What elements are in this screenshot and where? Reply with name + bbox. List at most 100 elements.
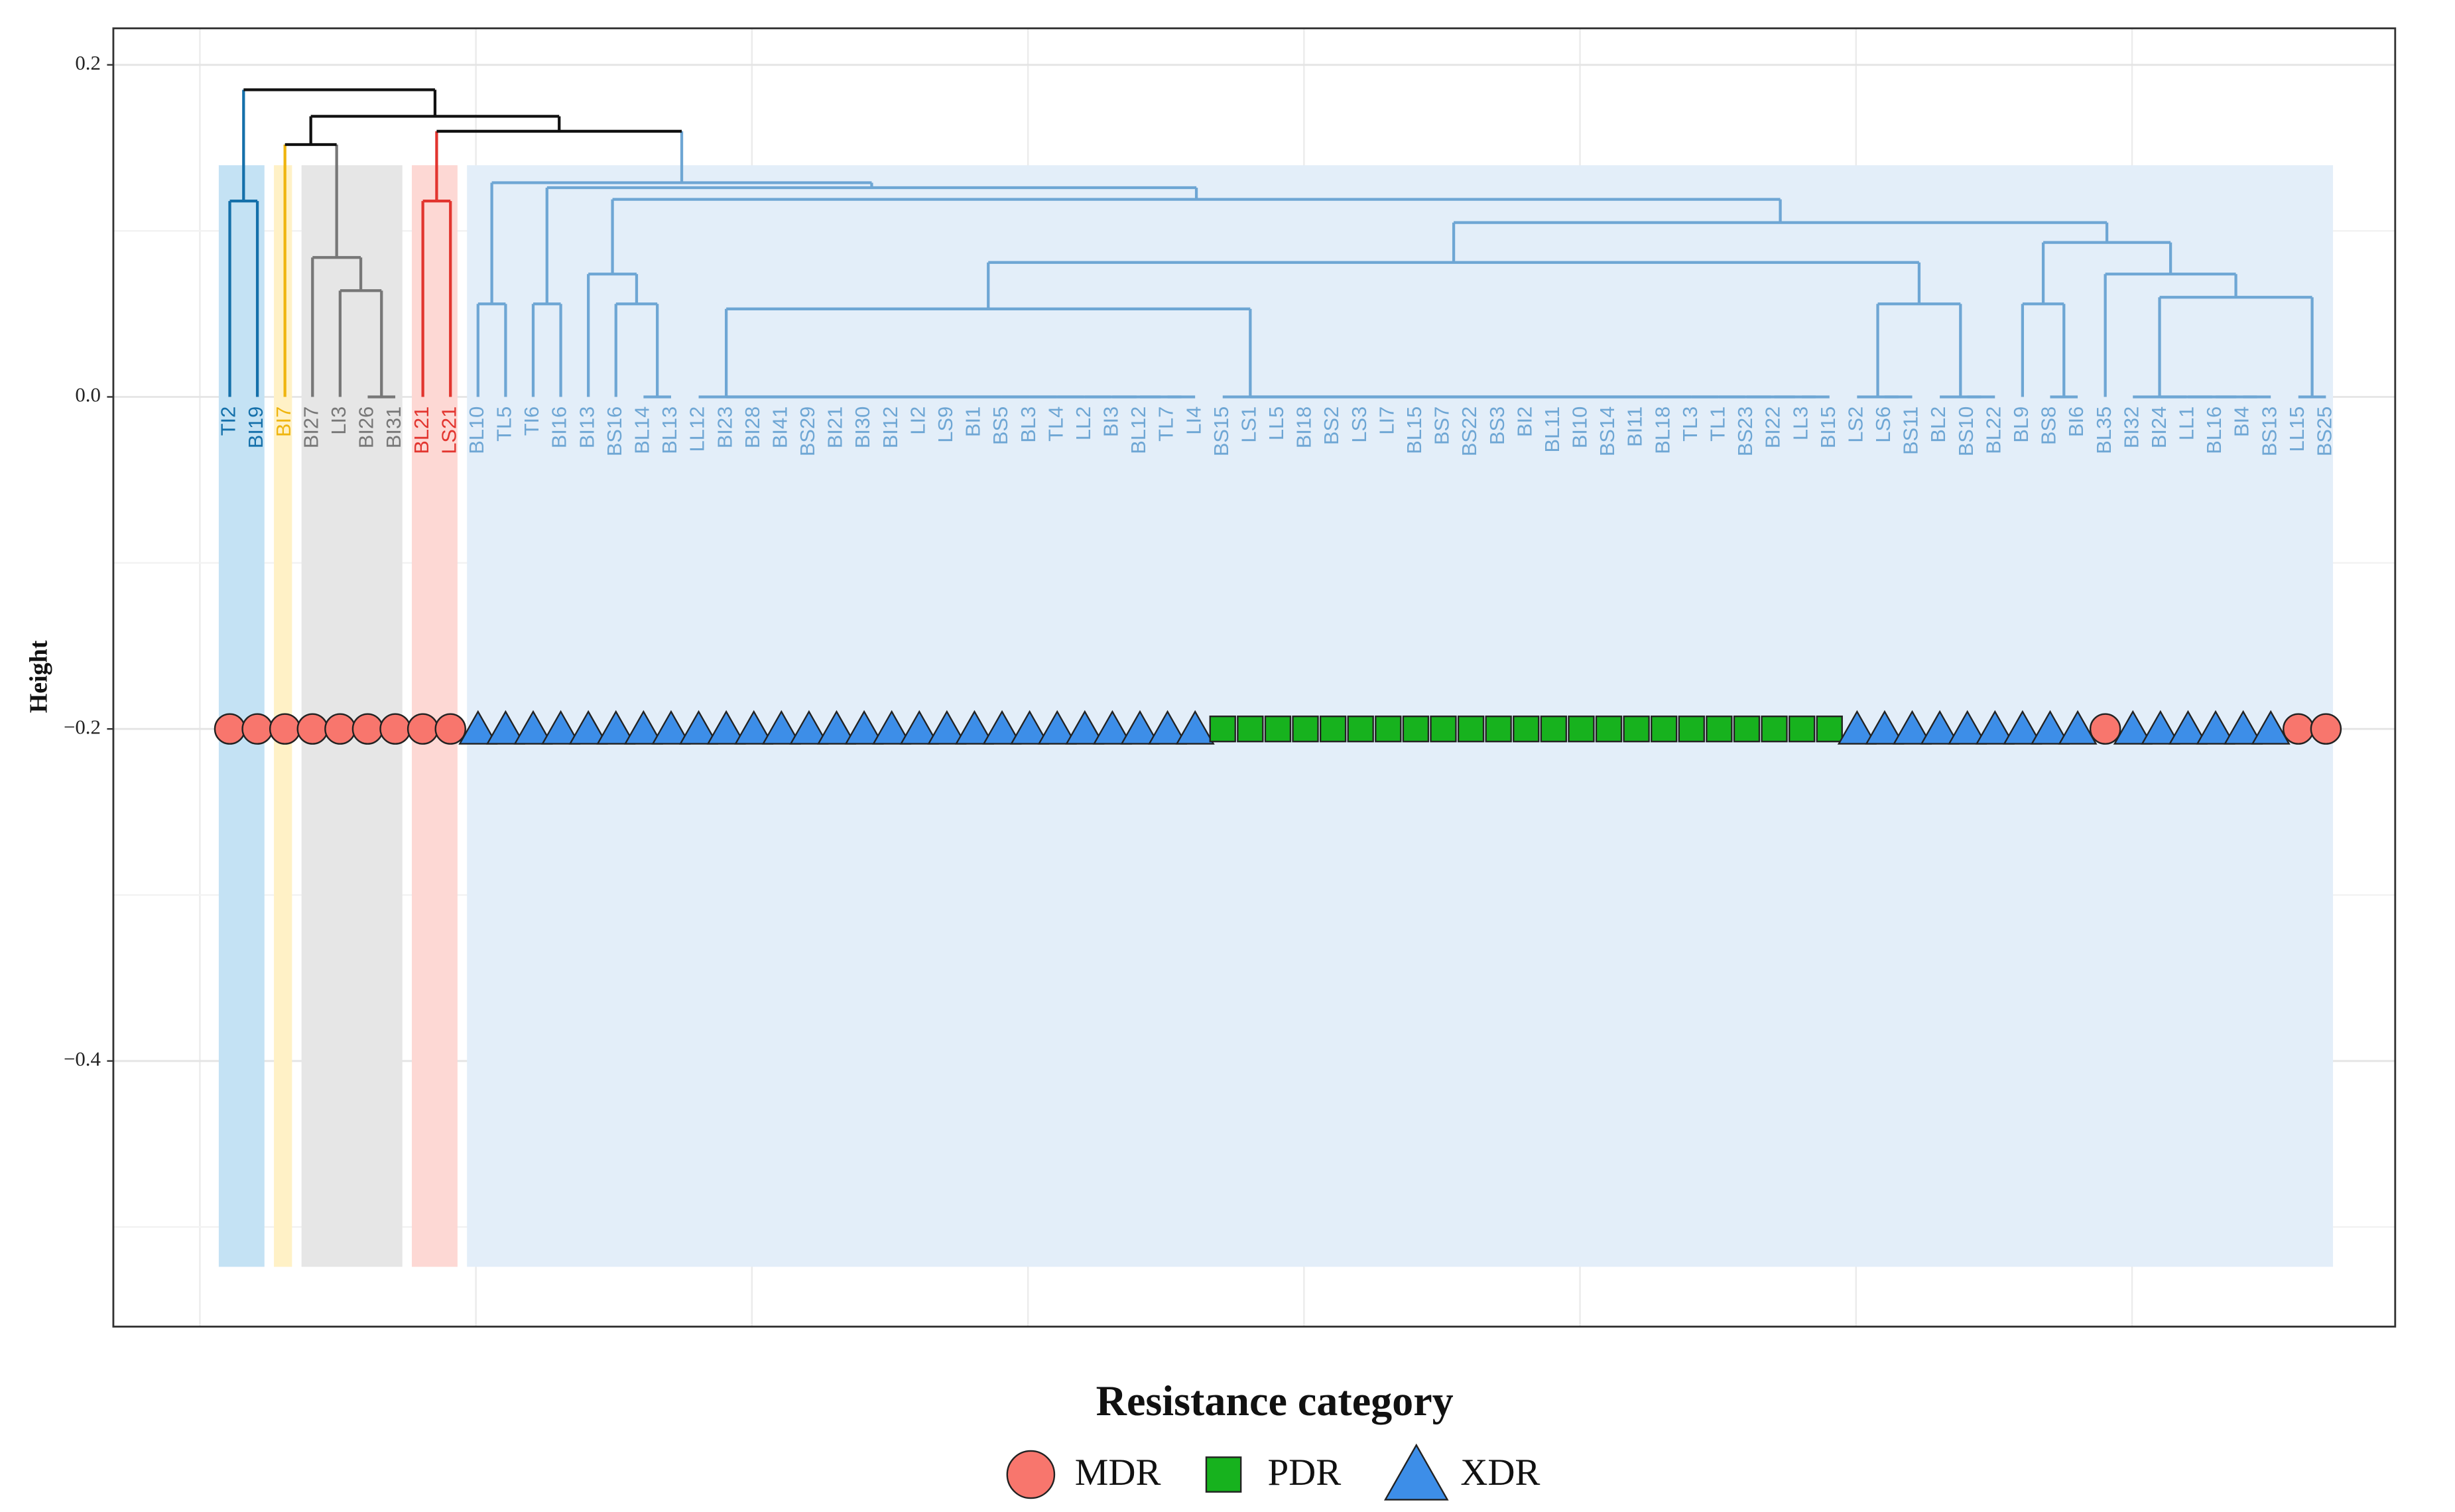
marker-triangle bbox=[2113, 710, 2153, 745]
marker-circle bbox=[2283, 713, 2314, 745]
marker-triangle bbox=[982, 710, 1022, 745]
marker-square bbox=[1568, 716, 1595, 743]
leaf-label: TI6 bbox=[520, 407, 543, 436]
y-tick-label: −0.4 bbox=[64, 1048, 101, 1070]
leaf-label: TL3 bbox=[1678, 407, 1702, 442]
marker-triangle bbox=[734, 710, 774, 745]
marker-square bbox=[1678, 716, 1705, 743]
leaf-label: BS25 bbox=[2313, 407, 2336, 456]
marker-square bbox=[1319, 716, 1347, 743]
leaf-label: BS7 bbox=[1430, 407, 1454, 445]
y-tick-label: 0.2 bbox=[75, 52, 101, 74]
legend-symbol bbox=[1205, 1456, 1242, 1493]
marker-circle bbox=[2310, 713, 2342, 745]
leaf-label: BS29 bbox=[796, 407, 819, 456]
leaf-label: BI13 bbox=[575, 407, 598, 448]
leaf-label: TL1 bbox=[1706, 407, 1730, 442]
marker-triangle bbox=[458, 710, 498, 745]
leaf-label: BI21 bbox=[824, 407, 847, 448]
leaf-label: BL22 bbox=[1982, 407, 2005, 454]
marker-triangle bbox=[485, 710, 525, 745]
marker-circle bbox=[269, 713, 301, 745]
leaf-label: BI23 bbox=[713, 407, 736, 448]
leaf-label: LS21 bbox=[437, 407, 460, 454]
leaf-label: BL12 bbox=[1127, 407, 1150, 454]
leaf-label: TL4 bbox=[1044, 407, 1067, 442]
leaf-label: LI2 bbox=[906, 407, 929, 435]
marker-triangle bbox=[2003, 710, 2043, 745]
y-axis-label: Height bbox=[25, 640, 52, 713]
leaf-label: BS10 bbox=[1954, 407, 1978, 456]
leaf-label: LS1 bbox=[1237, 407, 1260, 443]
marker-triangle bbox=[2141, 710, 2180, 745]
y-tick-label: 0.0 bbox=[75, 384, 101, 407]
legend-symbol bbox=[1006, 1450, 1056, 1499]
marker-square bbox=[1706, 716, 1733, 743]
marker-triangle bbox=[1175, 710, 1215, 745]
leaf-label: BI1 bbox=[962, 407, 985, 437]
marker-triangle bbox=[1037, 710, 1077, 745]
marker-triangle bbox=[816, 710, 857, 745]
leaf-label: BI6 bbox=[2064, 407, 2088, 437]
leaf-label: TI2 bbox=[217, 407, 240, 436]
marker-circle bbox=[2089, 713, 2121, 745]
leaf-label: BS2 bbox=[1320, 407, 1343, 445]
marker-triangle bbox=[954, 710, 995, 745]
marker-square bbox=[1816, 716, 1843, 743]
leaf-label: BI28 bbox=[741, 407, 764, 448]
leaf-label: BI16 bbox=[548, 407, 571, 448]
leaf-label: BI15 bbox=[1816, 407, 1840, 448]
leaf-label: BS22 bbox=[1458, 407, 1481, 456]
leaf-label: BI19 bbox=[244, 407, 267, 448]
marker-triangle bbox=[927, 710, 967, 745]
leaf-label: BS23 bbox=[1733, 407, 1757, 456]
marker-triangle bbox=[568, 710, 608, 745]
leaf-label: BL2 bbox=[1926, 407, 1950, 443]
leaf-label: BS13 bbox=[2257, 407, 2281, 456]
leaf-label: BI10 bbox=[1568, 407, 1592, 448]
marker-triangle bbox=[541, 710, 581, 745]
marker-triangle bbox=[2058, 710, 2098, 745]
marker-square bbox=[1209, 716, 1236, 743]
marker-square bbox=[1623, 716, 1650, 743]
marker-square bbox=[1595, 716, 1623, 743]
marker-square bbox=[1761, 716, 1788, 743]
marker-square bbox=[1540, 716, 1568, 743]
marker-circle bbox=[407, 713, 439, 745]
marker-triangle bbox=[761, 710, 801, 745]
leaf-label: BL21 bbox=[410, 407, 433, 454]
leaf-label: LS6 bbox=[1871, 407, 1895, 443]
marker-circle bbox=[241, 713, 273, 745]
marker-circle bbox=[379, 713, 411, 745]
leaf-label: LL3 bbox=[1789, 407, 1812, 440]
marker-triangle bbox=[844, 710, 884, 745]
leaf-label: BI2 bbox=[1513, 407, 1536, 437]
leaf-label: BL11 bbox=[1541, 407, 1564, 453]
leaf-label: BI30 bbox=[851, 407, 874, 448]
leaf-label: BI7 bbox=[272, 407, 295, 437]
leaf-label: BS15 bbox=[1210, 407, 1233, 456]
marker-triangle bbox=[1010, 710, 1050, 745]
marker-triangle bbox=[1975, 710, 2015, 745]
leaf-label: LL2 bbox=[1072, 407, 1095, 440]
marker-triangle bbox=[2196, 710, 2235, 745]
marker-triangle bbox=[2251, 710, 2291, 745]
leaf-label: BI22 bbox=[1761, 407, 1785, 448]
leaf-label: TL5 bbox=[493, 407, 516, 442]
marker-triangle bbox=[596, 710, 636, 745]
leaf-label: BI18 bbox=[1292, 407, 1316, 448]
leaf-label: BI3 bbox=[1100, 407, 1123, 437]
marker-square bbox=[1485, 716, 1512, 743]
marker-circle bbox=[296, 713, 329, 745]
leaf-label: BI27 bbox=[299, 407, 322, 448]
marker-triangle bbox=[872, 710, 912, 745]
leaf-label: LS3 bbox=[1348, 407, 1371, 443]
marker-square bbox=[1375, 716, 1402, 743]
leaf-label: LS9 bbox=[934, 407, 957, 443]
marker-circle bbox=[351, 713, 384, 745]
marker-square bbox=[1651, 716, 1678, 743]
marker-circle bbox=[324, 713, 356, 745]
leaf-label: BI12 bbox=[879, 407, 902, 448]
marker-triangle bbox=[1120, 710, 1160, 745]
